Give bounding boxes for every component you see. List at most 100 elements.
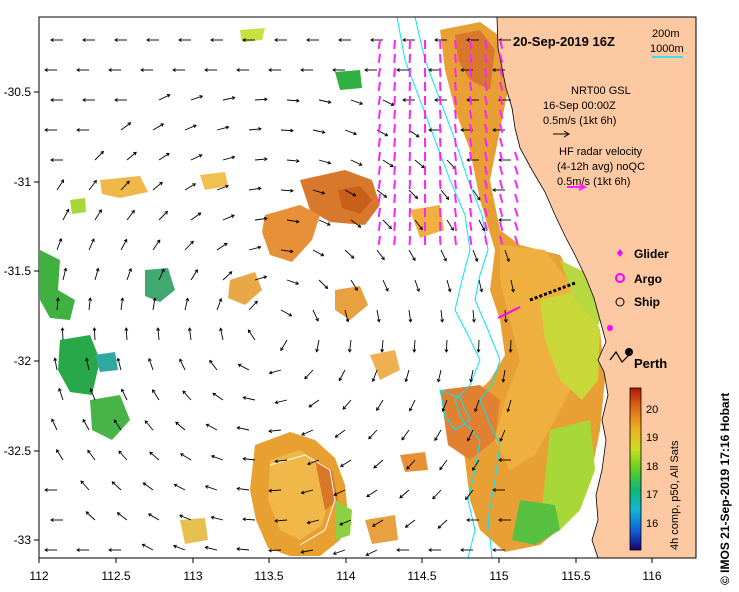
gsl-vector-head	[210, 515, 215, 520]
gsl-vector-head	[376, 318, 381, 323]
gsl-vector	[414, 159, 425, 169]
gsl-vector-head	[450, 227, 454, 231]
gsl-vector-head	[300, 490, 305, 495]
gsl-vector	[85, 511, 96, 521]
gsl-vector-head	[300, 68, 304, 72]
hf-vector	[469, 137, 473, 148]
gsl-vector	[174, 483, 186, 491]
x-tick-label: 115	[489, 569, 508, 583]
gsl-vector	[148, 513, 160, 521]
gsl-vector	[158, 268, 165, 281]
gsl-vector-head	[197, 212, 202, 216]
gsl-vector	[222, 156, 235, 161]
gsl-vector-head	[116, 512, 121, 516]
gsl-vector-head	[80, 480, 85, 485]
gsl-vector-head	[236, 68, 240, 72]
gsl-vector-head	[466, 518, 470, 522]
gsl-vector-head	[127, 122, 132, 126]
gsl-vector	[148, 358, 154, 371]
gsl-vector-head	[44, 488, 48, 492]
hf-vector	[484, 235, 488, 246]
gsl-vector	[56, 449, 64, 461]
gsl-vector-head	[324, 285, 329, 290]
hf-vector	[499, 207, 504, 217]
gsl-vector	[442, 399, 448, 412]
gsl-vector-head	[359, 101, 364, 106]
gsl-vector-head	[381, 256, 385, 261]
hf-vector	[454, 165, 457, 176]
hf-vector	[469, 95, 473, 106]
hf-vector	[393, 235, 396, 246]
gsl-vector-head	[50, 158, 54, 162]
hf-vector	[469, 109, 473, 120]
hf-vector	[484, 221, 488, 232]
plot-frame	[38, 16, 697, 559]
hf-radar-vectors	[377, 39, 519, 246]
gsl-vector	[190, 212, 202, 221]
gsl-vector-head	[472, 319, 476, 323]
gsl-vector-head	[192, 183, 197, 187]
gsl-vector	[205, 546, 218, 551]
gsl-vector-head	[146, 38, 150, 42]
hf-vector	[484, 81, 488, 92]
gsl-vector	[248, 128, 261, 131]
gsl-vector	[88, 180, 97, 191]
hf-vector	[393, 39, 396, 50]
gsl-vector-head	[179, 453, 184, 457]
hf-vector	[484, 109, 488, 120]
gsl-vector	[211, 516, 224, 521]
gsl-vector	[437, 369, 442, 382]
gsl-vector	[126, 151, 137, 161]
gsl-vector	[406, 459, 416, 470]
hf-vector	[393, 165, 396, 176]
hf-vector	[514, 193, 519, 203]
hf-vector	[469, 151, 473, 162]
hf-vector	[377, 235, 381, 246]
gsl-vector	[344, 129, 357, 135]
gsl-vector-head	[91, 238, 95, 243]
gsl-vector	[56, 179, 64, 191]
gsl-vector	[88, 298, 91, 311]
hf-vector	[377, 151, 381, 162]
gsl-vector-head	[404, 524, 409, 528]
gsl-vector	[209, 360, 218, 371]
gsl-vector	[158, 94, 171, 101]
gsl-vector	[222, 271, 233, 281]
gsl-vector-head	[350, 255, 355, 259]
gsl-vector-head	[321, 190, 326, 195]
gsl-vector-head	[247, 329, 252, 334]
hf-vector	[469, 165, 473, 176]
gsl-vector	[117, 512, 128, 521]
gsl-vector-head	[466, 98, 470, 102]
gsl-vector	[62, 268, 67, 281]
hf-vector	[469, 221, 473, 232]
gsl-vector-head	[236, 426, 241, 430]
hf-vector	[454, 81, 457, 92]
hf-vector	[393, 67, 396, 78]
gsl-vector	[307, 519, 320, 524]
colorbar-gradient	[629, 387, 642, 551]
hf-vector	[469, 123, 473, 134]
gsl-vector	[344, 189, 356, 197]
gsl-vector-head	[44, 548, 48, 552]
hf-vector	[439, 39, 442, 50]
gsl-vector	[190, 269, 198, 281]
gsl-vector	[211, 455, 224, 461]
gsl-vector-head	[60, 327, 65, 331]
gsl-vector-head	[371, 378, 376, 383]
gsl-vector-head	[274, 459, 279, 464]
gsl-vector-head	[508, 349, 513, 353]
gsl-scale: 0.5m/s (1kt 6h)	[543, 115, 616, 127]
gsl-vector-head	[179, 514, 183, 519]
gsl-vector-head	[56, 449, 60, 453]
gsl-vector	[382, 159, 394, 168]
gsl-vector-head	[123, 238, 128, 243]
gsl-vector	[286, 159, 299, 162]
perth-marker: Perth	[609, 347, 667, 371]
gsl-vector-head	[187, 327, 192, 332]
gsl-vector-head	[447, 288, 452, 293]
gsl-vector-head	[118, 450, 122, 455]
gsl-vector	[142, 543, 154, 551]
gsl-vector	[439, 459, 448, 470]
gsl-vector	[409, 399, 416, 412]
